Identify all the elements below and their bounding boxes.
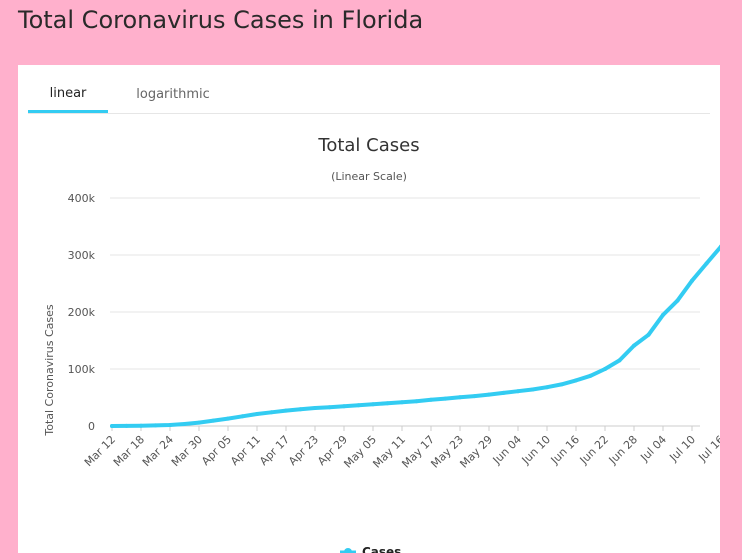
x-tick-label: Jun 16 (548, 433, 582, 467)
data-point[interactable] (588, 373, 593, 378)
y-axis-title: Total Coronavirus Cases (43, 304, 56, 437)
x-tick-label: Jun 22 (577, 433, 611, 467)
data-point[interactable] (168, 423, 172, 427)
data-point[interactable] (414, 399, 419, 404)
data-point[interactable] (646, 332, 651, 337)
data-point[interactable] (704, 261, 709, 266)
x-tick-label: Apr 17 (257, 433, 292, 468)
series-line-cases[interactable] (110, 221, 720, 428)
data-point[interactable] (139, 423, 143, 428)
data-point[interactable] (269, 410, 274, 415)
gridlines (110, 197, 700, 427)
y-axis-ticks: 0 100k 200k 300k 400k (68, 192, 96, 433)
data-point[interactable] (487, 392, 491, 397)
data-point[interactable] (342, 404, 346, 409)
x-tick-label: Mar 30 (169, 433, 205, 469)
data-point[interactable] (110, 424, 114, 428)
data-point[interactable] (675, 298, 680, 303)
data-point[interactable] (559, 382, 564, 387)
x-tick-label: Jun 04 (490, 433, 524, 467)
legend-label: Cases (362, 545, 401, 553)
data-point[interactable] (516, 389, 520, 394)
data-point[interactable] (545, 385, 549, 390)
data-point[interactable] (211, 418, 216, 423)
data-point[interactable] (313, 406, 317, 410)
y-tick-label: 100k (68, 363, 96, 376)
data-point[interactable] (124, 423, 129, 428)
data-point[interactable] (400, 400, 404, 405)
data-point[interactable] (385, 401, 390, 406)
chart-card: linear logarithmic Total Cases (Linear S… (18, 65, 720, 553)
data-point[interactable] (617, 358, 622, 363)
data-point[interactable] (603, 367, 607, 371)
data-point[interactable] (458, 395, 462, 400)
scale-tabs: linear logarithmic (28, 65, 710, 114)
tab-linear[interactable]: linear (28, 65, 108, 113)
data-point[interactable] (255, 412, 259, 416)
data-point[interactable] (182, 422, 187, 426)
y-tick-label: 300k (68, 249, 96, 262)
data-point[interactable] (632, 343, 636, 348)
data-point[interactable] (690, 278, 694, 283)
y-tick-label: 0 (88, 420, 95, 433)
x-tick-label: May 29 (457, 433, 495, 471)
x-tick-label: Apr 11 (228, 433, 263, 468)
x-tick-label: Mar 18 (111, 433, 147, 469)
data-point[interactable] (356, 403, 361, 408)
data-point[interactable] (197, 420, 201, 425)
data-point[interactable] (530, 387, 535, 392)
data-point[interactable] (298, 407, 303, 412)
data-point[interactable] (443, 396, 448, 401)
x-tick-label: Apr 23 (286, 433, 321, 468)
data-point[interactable] (472, 394, 477, 399)
x-tick-label: Mar 24 (140, 433, 176, 469)
x-tick-label: Jun 10 (519, 433, 553, 467)
data-point[interactable] (501, 390, 506, 395)
tab-logarithmic[interactable]: logarithmic (136, 87, 210, 102)
data-point[interactable] (226, 416, 230, 421)
x-tick-label: Jun 28 (606, 433, 640, 467)
data-point[interactable] (429, 397, 433, 402)
x-tick-label: Mar 12 (82, 433, 118, 469)
page-title: Total Coronavirus Cases in Florida (18, 6, 424, 34)
x-tick-label: Apr 05 (199, 433, 234, 468)
data-point[interactable] (574, 378, 578, 383)
legend-marker-dot (344, 548, 352, 553)
data-point[interactable] (284, 408, 288, 413)
series-layer (110, 221, 720, 428)
chart-svg: Total Cases (Linear Scale) 0 100k 200k 300k… (43, 135, 720, 553)
chart-title: Total Cases (317, 135, 419, 156)
x-tick-label: Jul 10 (666, 433, 698, 465)
data-point[interactable] (719, 244, 720, 249)
legend[interactable]: Cases (340, 545, 401, 553)
chart-subtitle: (Linear Scale) (331, 170, 407, 183)
data-point[interactable] (661, 312, 665, 317)
data-point[interactable] (327, 405, 332, 410)
y-tick-label: 400k (68, 192, 96, 205)
x-tick-label: Jul 16 (695, 433, 720, 465)
y-tick-label: 200k (68, 306, 96, 319)
data-point[interactable] (371, 402, 375, 407)
data-point[interactable] (153, 423, 158, 428)
data-point[interactable] (240, 414, 245, 419)
x-tick-label: Jul 04 (637, 433, 669, 465)
